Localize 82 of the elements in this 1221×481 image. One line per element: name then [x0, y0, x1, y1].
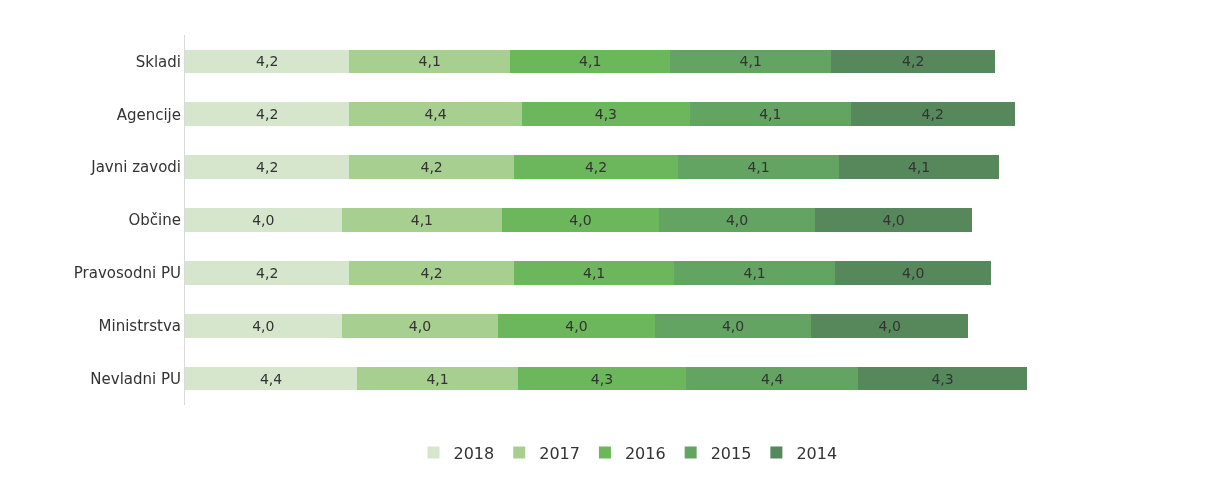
- bar: [349, 155, 514, 180]
- data-label: 4,4: [424, 106, 447, 123]
- data-label: 4,1: [579, 53, 602, 70]
- bar: [349, 102, 522, 127]
- data-label: 4,3: [594, 106, 617, 123]
- bar: [674, 260, 835, 285]
- data-label: 4,2: [902, 53, 925, 70]
- data-label: 4,1: [426, 370, 449, 387]
- data-label: 4,2: [256, 53, 279, 70]
- y-tick-label: Nevladni PU: [90, 369, 181, 388]
- bar: [349, 260, 514, 285]
- data-label: 4,1: [743, 264, 766, 281]
- data-label: 4,1: [582, 264, 606, 281]
- data-label: 4,3: [590, 370, 614, 387]
- y-tick-label: Občine: [128, 211, 181, 230]
- data-label: 4,1: [739, 53, 762, 70]
- bar: [502, 208, 659, 232]
- bar: [686, 366, 859, 391]
- data-label: 4,0: [882, 212, 905, 228]
- bar: [858, 366, 1027, 391]
- bar: [185, 208, 342, 232]
- bar: [349, 49, 510, 74]
- bar: [185, 155, 350, 180]
- data-label: 4,0: [565, 317, 588, 334]
- bar: [341, 313, 499, 338]
- y-tick-label: Skladi: [135, 52, 181, 71]
- bar: [509, 49, 671, 74]
- data-label: 4,4: [259, 370, 283, 387]
- data-label: 4,3: [931, 370, 954, 387]
- bar: [811, 313, 968, 338]
- data-label: 4,1: [410, 212, 433, 228]
- bar: [658, 208, 816, 232]
- bar: [517, 366, 687, 391]
- bar: [670, 49, 831, 74]
- bar: [185, 366, 358, 391]
- data-label: 4,2: [256, 106, 279, 123]
- bar: [185, 260, 350, 285]
- bar: [513, 155, 679, 180]
- data-label: 4,2: [584, 159, 608, 176]
- data-label: 4,0: [721, 317, 745, 334]
- bar: [838, 155, 1000, 180]
- data-label: 4,0: [408, 317, 432, 334]
- bar: [185, 49, 350, 74]
- bar: [521, 102, 691, 127]
- bar: [357, 366, 518, 391]
- data-label: 4,2: [256, 159, 279, 176]
- bar: [834, 260, 992, 285]
- bar: [678, 155, 839, 180]
- data-label: 4,0: [878, 317, 901, 334]
- bar: [185, 313, 342, 338]
- data-label: 4,0: [252, 212, 275, 228]
- data-label: 4,2: [420, 264, 443, 281]
- bar: [341, 208, 503, 232]
- bar: [815, 208, 972, 232]
- data-label: 4,2: [256, 264, 279, 281]
- bar: [185, 102, 350, 127]
- data-label: 4,0: [902, 264, 925, 281]
- data-label: 4,0: [569, 212, 592, 228]
- y-tick-label: Ministrstva: [98, 316, 181, 335]
- data-label: 4,0: [725, 212, 749, 228]
- legend-label: 2018: [453, 443, 495, 463]
- bar: [513, 260, 675, 285]
- data-label: 4,1: [418, 53, 441, 70]
- bar: [850, 102, 1015, 127]
- bar: [654, 313, 812, 338]
- data-label: 4,1: [759, 106, 782, 123]
- bar: [690, 102, 851, 127]
- data-label: 4,2: [921, 106, 944, 123]
- y-tick-label: Agencije: [116, 105, 181, 124]
- y-tick-label: Pravosodni PU: [73, 264, 181, 283]
- data-label: 4,4: [761, 370, 784, 387]
- data-label: 4,1: [747, 159, 770, 176]
- y-tick-label: Javni zavodi: [90, 158, 181, 177]
- bar: [498, 313, 655, 338]
- data-label: 4,0: [252, 317, 275, 334]
- data-label: 4,2: [420, 159, 443, 176]
- legend-label: 2016: [624, 443, 666, 463]
- data-label: 4,1: [907, 159, 931, 176]
- bar: [830, 49, 996, 74]
- legend-label: 2017: [539, 443, 580, 463]
- legend-label: 2014: [796, 443, 838, 463]
- legend-label: 2015: [710, 443, 752, 463]
